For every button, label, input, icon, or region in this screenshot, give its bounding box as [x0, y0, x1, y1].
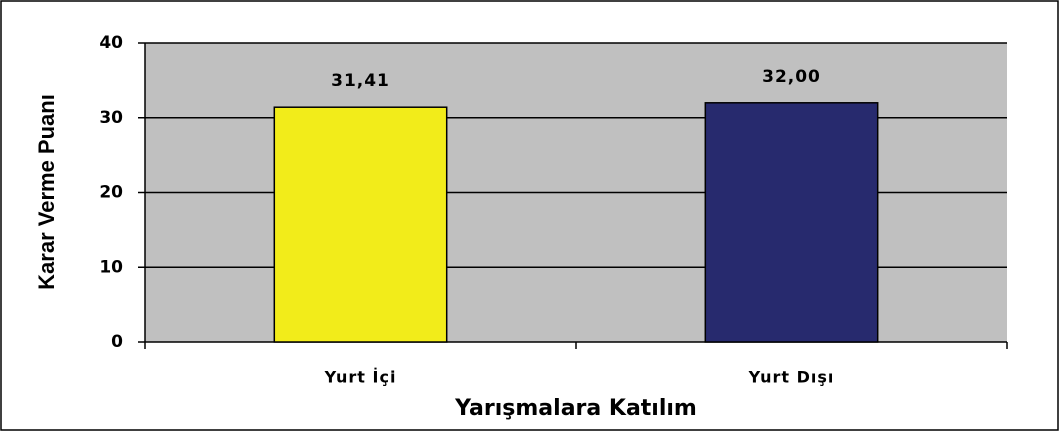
y-tick-label: 30	[99, 108, 123, 128]
bar	[273, 106, 448, 343]
y-tick-label: 0	[111, 332, 123, 352]
y-tick-label: 20	[99, 183, 123, 203]
value-label: 32,00	[762, 67, 821, 87]
x-tick-label: Yurt İçi	[324, 368, 397, 387]
x-tick-label: Yurt Dışı	[748, 368, 835, 387]
bar	[704, 102, 879, 343]
value-label: 31,41	[331, 71, 390, 91]
y-axis-title: Karar Verme Puanı	[34, 94, 59, 290]
y-tick-label: 10	[99, 257, 123, 277]
x-axis-title: Yarışmalara Katılım	[454, 396, 697, 421]
y-tick-label: 40	[99, 33, 123, 53]
